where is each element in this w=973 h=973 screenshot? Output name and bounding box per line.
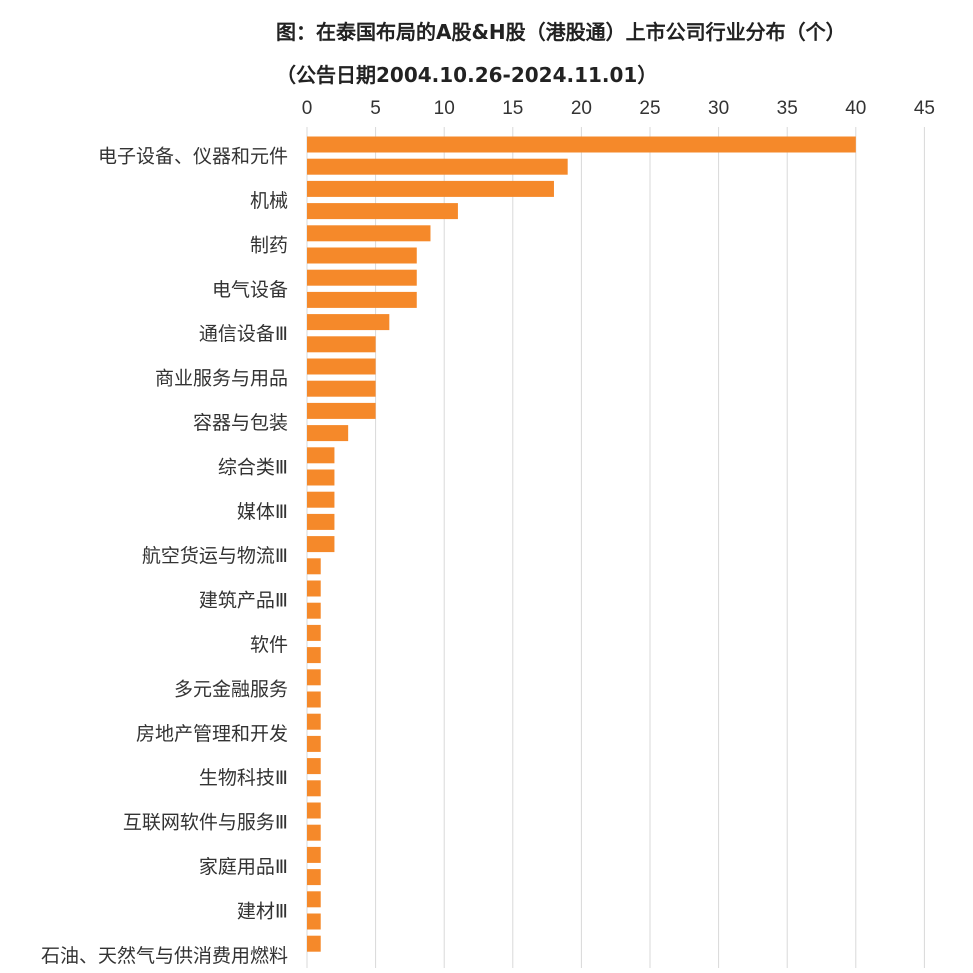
category-label: 电子设备、仪器和元件 [98,146,288,168]
bar [307,647,321,664]
bar [307,203,458,220]
x-tick-label: 30 [708,98,729,119]
category-label: 容器与包装 [193,412,288,434]
bar [307,869,321,886]
bar [307,669,321,686]
bar [307,536,335,553]
bar [307,758,321,775]
bar [307,491,335,508]
bar [307,402,376,419]
x-tick-label: 35 [777,98,798,119]
bar [307,891,321,908]
bar [307,136,856,153]
chart-subtitle: （公告日期2004.10.26-2024.11.01） [276,63,658,87]
category-label: 建筑产品Ⅲ [199,590,288,612]
bar [307,225,431,242]
x-tick-label: 25 [639,98,660,119]
bar [307,846,321,863]
x-tick-label: 10 [434,98,455,119]
bar [307,336,376,353]
bar [307,713,321,730]
category-label: 商业服务与用品 [155,368,288,390]
bar [307,780,321,797]
bar [307,247,417,264]
bar [307,624,321,641]
bar [307,269,417,286]
category-label: 生物科技Ⅲ [199,767,288,789]
x-tick-label: 0 [302,98,313,119]
bar [307,425,349,442]
bar [307,735,321,752]
category-label: 多元金融服务 [174,678,288,700]
category-label: 航空货运与物流Ⅲ [142,545,288,567]
bar [307,580,321,597]
category-label: 电气设备 [212,279,288,301]
bar [307,691,321,708]
category-label: 软件 [250,634,288,656]
bar [307,513,335,530]
bar [307,158,568,175]
category-label: 通信设备Ⅲ [199,323,288,345]
category-label: 互联网软件与服务Ⅲ [123,812,288,834]
bar [307,180,554,197]
x-tick-label: 15 [502,98,523,119]
bar [307,824,321,841]
category-label: 媒体Ⅲ [237,501,288,523]
bar [307,314,390,331]
x-tick-label: 20 [571,98,592,119]
bar [307,558,321,575]
bar [307,469,335,486]
bar [307,913,321,930]
chart-title: 图：在泰国布局的A股&H股（港股通）上市公司行业分布（个） [276,20,846,44]
bar [307,291,417,308]
x-tick-label: 5 [370,98,381,119]
category-label: 综合类Ⅲ [218,456,288,478]
bar [307,380,376,397]
category-label: 房地产管理和开发 [136,723,288,745]
bar [307,358,376,375]
bar [307,802,321,819]
category-label: 建材Ⅲ [237,900,288,922]
x-tick-label: 40 [845,98,866,119]
category-label: 石油、天然气与供消费用燃料 [41,945,288,967]
bar [307,935,321,952]
bar [307,602,321,619]
x-tick-label: 45 [914,98,935,119]
category-label: 家庭用品Ⅲ [199,856,288,878]
bar [307,447,335,464]
category-label: 机械 [250,190,288,212]
category-label: 制药 [250,234,288,256]
